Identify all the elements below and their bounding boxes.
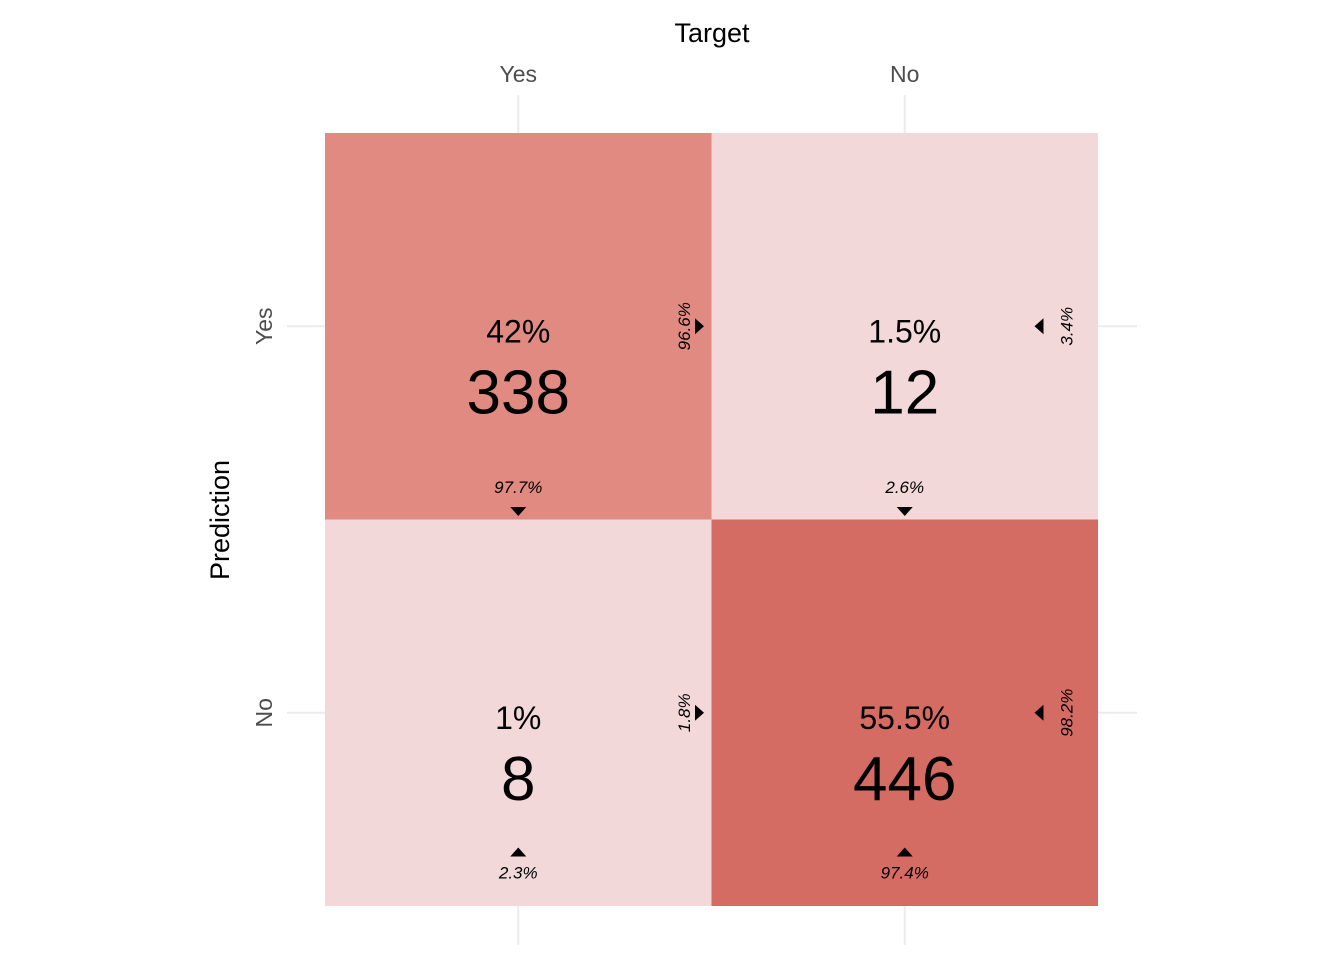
cell-target-yes-pred-no <box>325 519 712 906</box>
total-pct-target-yes-pred-yes: 42% <box>486 313 550 349</box>
cell-target-yes-pred-yes <box>325 133 712 520</box>
col-pct-target-yes-pred-yes: 97.7% <box>494 478 542 497</box>
col-arrow-target-yes-pred-yes <box>510 507 527 516</box>
count-target-no-pred-no: 446 <box>853 745 956 814</box>
col-pct-target-no-pred-no: 97.4% <box>881 864 929 883</box>
cell-target-no-pred-no <box>711 519 1098 906</box>
col-arrow-target-no-pred-yes <box>896 507 913 516</box>
col-pct-target-no-pred-yes: 2.6% <box>884 478 924 497</box>
row-pct-target-no-pred-yes: 3.4% <box>1058 307 1077 346</box>
row-arrow-target-yes-pred-yes <box>695 318 704 335</box>
x-axis-title: Target <box>674 18 750 48</box>
row-arrow-target-no-pred-yes <box>1034 318 1044 335</box>
row-arrow-target-no-pred-no <box>1034 704 1044 721</box>
total-pct-target-no-pred-no: 55.5% <box>859 700 950 736</box>
cell-labels: 42% 338 97.7% 96.6% 1.5% 12 2.6% 3.4% 1% 8 2.3% 1.8… <box>467 302 1077 882</box>
cell-target-no-pred-yes <box>711 133 1098 520</box>
col-arrow-target-no-pred-no <box>896 847 913 857</box>
axes: Target Prediction <box>205 18 750 580</box>
x-tick-no: No <box>890 61 919 87</box>
y-axis-title: Prediction <box>205 460 235 580</box>
total-pct-target-yes-pred-no: 1% <box>495 700 541 736</box>
row-pct-target-yes-pred-no: 1.8% <box>675 693 694 732</box>
matrix-cells <box>325 133 1098 906</box>
total-pct-target-no-pred-yes: 1.5% <box>868 313 941 349</box>
y-tick-no: No <box>251 698 277 727</box>
y-tick-yes: Yes <box>251 307 277 345</box>
col-arrow-target-yes-pred-no <box>510 847 527 857</box>
count-target-yes-pred-no: 8 <box>501 745 535 814</box>
x-tick-yes: Yes <box>499 61 537 87</box>
row-pct-target-no-pred-no: 98.2% <box>1058 689 1077 737</box>
count-target-no-pred-yes: 12 <box>870 358 939 427</box>
col-pct-target-yes-pred-no: 2.3% <box>498 864 538 883</box>
row-pct-target-yes-pred-yes: 96.6% <box>675 302 694 350</box>
row-arrow-target-yes-pred-no <box>695 704 704 721</box>
count-target-yes-pred-yes: 338 <box>467 358 570 427</box>
